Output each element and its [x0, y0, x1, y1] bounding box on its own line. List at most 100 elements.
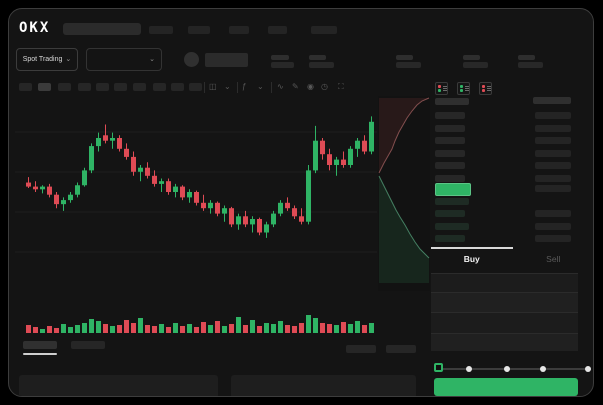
nav-item-placeholder[interactable]	[311, 26, 337, 34]
ask-price-placeholder[interactable]	[435, 125, 465, 132]
ask-price-placeholder[interactable]	[435, 150, 465, 157]
slider-stop[interactable]	[504, 366, 510, 372]
volume-bar	[110, 326, 115, 333]
candle-body	[229, 208, 234, 225]
amount-slider-track[interactable]	[438, 368, 587, 370]
candle-body	[54, 194, 59, 205]
fullscreen-icon[interactable]: ⛶	[338, 82, 344, 91]
ask-amount-placeholder	[535, 150, 571, 157]
order-form-field[interactable]	[431, 312, 578, 333]
ask-price-placeholder[interactable]	[435, 112, 465, 119]
timeframe-button[interactable]	[133, 83, 146, 91]
volume-bar	[187, 324, 192, 333]
volume-bar	[348, 324, 353, 333]
candle-body	[152, 175, 157, 184]
pair-selector-dropdown[interactable]: ⌄	[86, 48, 162, 71]
candlestick-chart[interactable]	[15, 96, 431, 293]
volume-bar	[362, 325, 367, 333]
candle-body	[215, 202, 220, 214]
candle-body	[348, 148, 353, 165]
timeframe-button[interactable]	[189, 83, 202, 91]
order-form-field[interactable]	[431, 273, 578, 292]
volume-bar	[194, 327, 199, 333]
timeframe-button[interactable]	[19, 83, 32, 91]
nav-item-placeholder[interactable]	[149, 26, 173, 34]
indicators-icon[interactable]: ƒ	[242, 82, 247, 91]
slider-stop[interactable]	[540, 366, 546, 372]
bid-price-placeholder[interactable]	[435, 235, 465, 242]
nav-item-placeholder[interactable]	[229, 26, 249, 34]
timeframe-button[interactable]	[96, 83, 109, 91]
orderbook-combined-icon[interactable]	[435, 82, 448, 95]
timeframe-button[interactable]	[171, 83, 184, 91]
orderbook-asks-icon[interactable]	[479, 82, 492, 95]
active-tab-underline	[23, 353, 57, 355]
ask-price-placeholder[interactable]	[435, 175, 465, 182]
chart-type-icon[interactable]: ◫	[209, 82, 217, 91]
candle-body	[243, 216, 248, 225]
timeframe-button[interactable]	[114, 83, 127, 91]
tab-sell-label: Sell	[546, 254, 561, 264]
candle-body	[103, 135, 108, 141]
depth-bids-line	[378, 175, 430, 259]
timeframe-button[interactable]	[58, 83, 71, 91]
last-price-highlight[interactable]	[435, 183, 471, 196]
volume-bar	[117, 325, 122, 333]
bottom-tab-placeholder[interactable]	[23, 341, 57, 349]
candle-body	[166, 181, 171, 192]
bottom-panel	[19, 375, 218, 396]
slider-stop[interactable]	[585, 366, 591, 372]
volume-bar	[201, 322, 206, 333]
volume-bar	[278, 321, 283, 333]
order-form-field[interactable]	[431, 292, 578, 312]
tab-buy[interactable]: Buy	[431, 247, 513, 271]
ask-price-placeholder[interactable]	[435, 137, 465, 144]
tab-sell[interactable]: Sell	[513, 247, 594, 271]
candle-body	[313, 140, 318, 171]
slider-handle[interactable]	[434, 363, 443, 372]
bid-price-placeholder[interactable]	[435, 198, 469, 205]
nav-item-placeholder[interactable]	[268, 26, 287, 34]
bid-price-placeholder[interactable]	[435, 210, 465, 217]
chevron-down-icon[interactable]: ⌄	[224, 82, 231, 91]
bid-amount-placeholder	[535, 210, 571, 217]
toolbar-divider	[271, 82, 272, 93]
order-form-field[interactable]	[431, 333, 578, 351]
volume-bar	[82, 323, 87, 333]
timeframe-button[interactable]	[78, 83, 91, 91]
chevron-down-icon[interactable]: ⌄	[257, 82, 264, 91]
volume-bar	[243, 325, 248, 333]
bottom-tab-placeholder[interactable]	[71, 341, 105, 349]
screenshot-icon[interactable]: ◉	[307, 82, 314, 91]
slider-stop[interactable]	[466, 366, 472, 372]
orderbook-bids-icon[interactable]	[457, 82, 470, 95]
bid-price-placeholder[interactable]	[435, 223, 469, 230]
volume-bar	[355, 321, 360, 333]
stat-value-placeholder	[309, 62, 334, 68]
draw-tool-icon[interactable]: ✎	[292, 82, 299, 91]
bottom-action-placeholder[interactable]	[386, 345, 416, 353]
volume-bar	[152, 326, 157, 333]
volume-bar	[250, 320, 255, 333]
trade-side-tabs: Buy Sell	[431, 247, 594, 271]
volume-bar	[341, 322, 346, 333]
candle-body	[194, 192, 199, 203]
ask-price-placeholder[interactable]	[435, 162, 465, 169]
bottom-action-placeholder[interactable]	[346, 345, 376, 353]
timeframe-button[interactable]	[38, 83, 51, 91]
candle-body	[33, 186, 38, 190]
stat-label-placeholder	[396, 55, 413, 60]
volume-bar	[159, 324, 164, 333]
buy-submit-button[interactable]	[434, 378, 578, 396]
history-icon[interactable]: ◷	[321, 82, 328, 91]
candle-body	[124, 148, 129, 157]
okx-logo[interactable]: OKX	[19, 20, 51, 36]
timeframe-button[interactable]	[153, 83, 166, 91]
search-input[interactable]	[63, 23, 141, 35]
line-tool-icon[interactable]: ∿	[277, 82, 284, 91]
candle-body	[61, 200, 66, 205]
volume-bar	[166, 327, 171, 333]
nav-item-placeholder[interactable]	[188, 26, 210, 34]
stat-label-placeholder	[271, 55, 289, 60]
market-type-dropdown[interactable]: Spot Trading ⌄	[16, 48, 78, 71]
